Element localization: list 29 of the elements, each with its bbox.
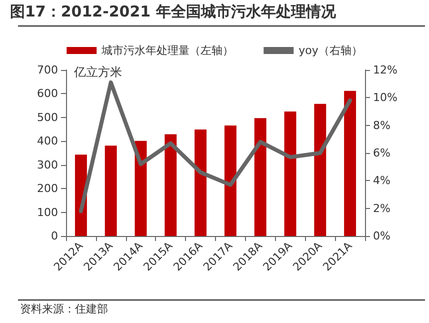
bar [254, 118, 266, 236]
y-tick-label: 500 [37, 110, 58, 124]
y2-tick-label: 10% [373, 91, 398, 104]
legend-label: yoy（右轴） [298, 44, 362, 57]
bar [224, 125, 236, 236]
y2-tick-label: 2% [373, 202, 390, 215]
y-tick-label: 300 [37, 158, 58, 172]
y-tick-label: 400 [37, 134, 58, 148]
bar [314, 104, 326, 236]
bar [194, 130, 207, 236]
y-tick-label: 0 [51, 230, 58, 242]
bar [284, 112, 296, 236]
y2-tick-label: 0% [373, 230, 390, 242]
y2-tick-label: 6% [373, 146, 390, 160]
bar [104, 146, 117, 236]
legend-label: 城市污水年处理量（左轴） [100, 44, 234, 57]
y-tick-label: 100 [37, 206, 58, 219]
y-tick-label: 600 [37, 87, 58, 100]
y-tick-label: 700 [37, 64, 58, 76]
y-tick-label: 200 [37, 182, 58, 196]
bar [164, 134, 177, 236]
text: 资料来源：住建部 [20, 302, 108, 316]
bar [344, 90, 356, 236]
y-axis-title: 亿立方米 [73, 65, 122, 79]
y2-tick-label: 8% [373, 118, 390, 132]
line-series [78, 80, 352, 214]
y2-tick-label: 4% [373, 174, 390, 188]
y2-tick-label: 12% [373, 64, 398, 76]
chart-title: 图17：2012-2021 年全国城市污水年处理情况 [10, 2, 337, 20]
